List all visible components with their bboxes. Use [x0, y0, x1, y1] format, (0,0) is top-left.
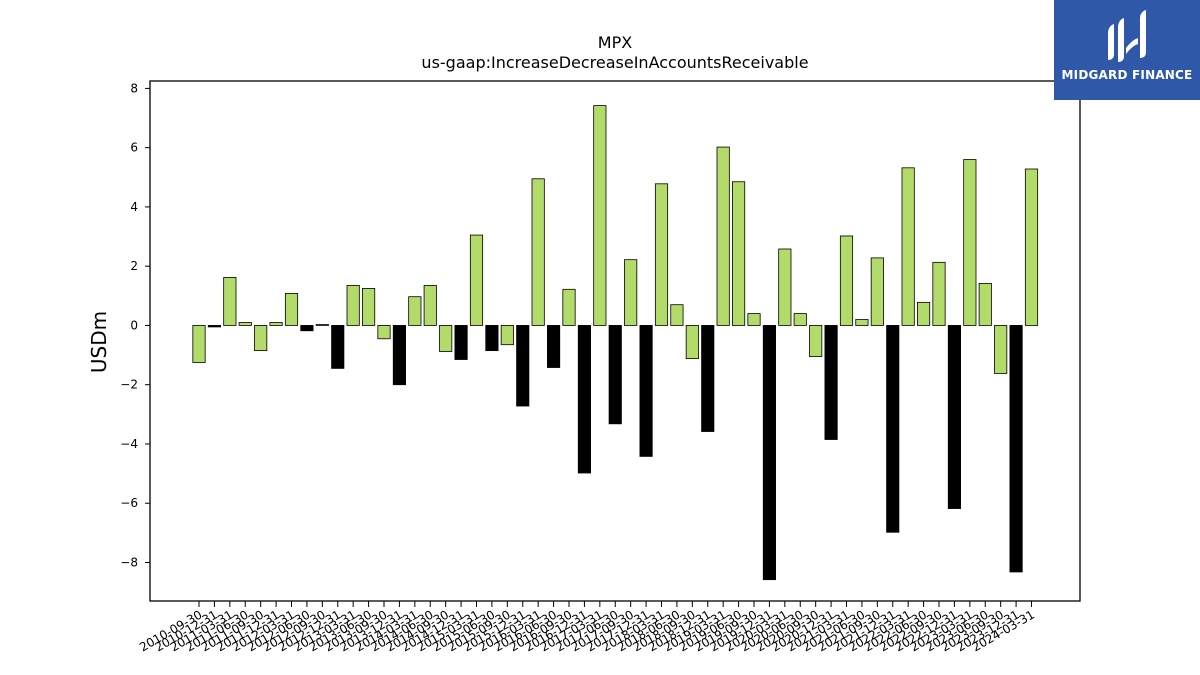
- bar: [793, 313, 807, 326]
- midgard-logo-icon: [1108, 10, 1146, 62]
- chart-title: MPX: [598, 33, 632, 52]
- y-tick-label: −4: [120, 437, 138, 451]
- bar: [331, 325, 345, 369]
- bar: [608, 325, 622, 425]
- bar: [701, 325, 715, 432]
- bar: [531, 178, 545, 326]
- chart-subtitle: us-gaap:IncreaseDecreaseInAccountsReceiv…: [421, 53, 808, 72]
- bar: [732, 181, 746, 326]
- bar: [238, 322, 252, 326]
- y-tick-label: −6: [120, 496, 138, 510]
- bar: [901, 167, 915, 326]
- bar: [917, 301, 931, 326]
- bar: [439, 325, 453, 352]
- y-tick-label: −2: [120, 378, 138, 392]
- bar: [362, 288, 376, 326]
- bar: [254, 325, 268, 352]
- bar: [315, 324, 329, 326]
- bar: [485, 325, 499, 352]
- bar: [963, 159, 977, 326]
- bar: [469, 234, 484, 326]
- y-tick-label: −8: [120, 555, 138, 569]
- bar: [1009, 325, 1023, 573]
- brand-name: MIDGARD FINANCE: [1061, 68, 1193, 82]
- bar: [947, 325, 961, 509]
- bar: [516, 325, 530, 407]
- bar: [639, 325, 653, 457]
- bar: [747, 313, 761, 326]
- bar: [577, 325, 591, 474]
- x-ticks: 2010-09-302010-12-312011-03-312011-06-30…: [137, 601, 1037, 654]
- y-ticks: 8 6 4 2 0 −2 −4 −6 −8: [120, 81, 150, 569]
- bar: [500, 325, 514, 346]
- bar: [870, 257, 884, 326]
- bar: [809, 325, 823, 357]
- y-tick-label: 4: [130, 200, 138, 214]
- bar: [824, 325, 838, 440]
- bar: [408, 296, 422, 326]
- bar: [978, 282, 992, 326]
- y-tick-label: 0: [130, 318, 138, 332]
- bar: [654, 183, 669, 326]
- bar: [562, 288, 576, 326]
- brand-logo: MIDGARD FINANCE: [1054, 0, 1200, 100]
- bar: [839, 235, 854, 326]
- bar: [762, 325, 776, 581]
- bar: [778, 248, 792, 326]
- bar: [423, 285, 437, 326]
- bar: [284, 293, 299, 326]
- bar: [223, 277, 237, 326]
- bar: [454, 325, 468, 360]
- bar: [670, 304, 684, 326]
- bar: [547, 325, 561, 368]
- bar: [994, 325, 1008, 374]
- bar: [716, 146, 730, 326]
- bar: [932, 261, 946, 326]
- bar: [855, 319, 869, 326]
- y-tick-label: 8: [130, 81, 138, 95]
- bar: [207, 325, 221, 328]
- bar: [269, 322, 283, 326]
- bar: [685, 325, 699, 360]
- bar: [346, 285, 360, 326]
- y-tick-label: 6: [130, 141, 138, 155]
- bars-layer: [192, 105, 1039, 581]
- bar: [886, 325, 900, 533]
- y-tick-label: 2: [130, 259, 138, 273]
- bar: [1024, 168, 1039, 326]
- bar: [377, 325, 391, 340]
- bar: [624, 259, 638, 326]
- bar: [192, 325, 206, 363]
- plot-frame: [149, 80, 1081, 602]
- bar: [593, 105, 607, 326]
- bar: [392, 325, 406, 386]
- y-axis-label: USDm: [87, 311, 111, 373]
- bar: [300, 325, 314, 332]
